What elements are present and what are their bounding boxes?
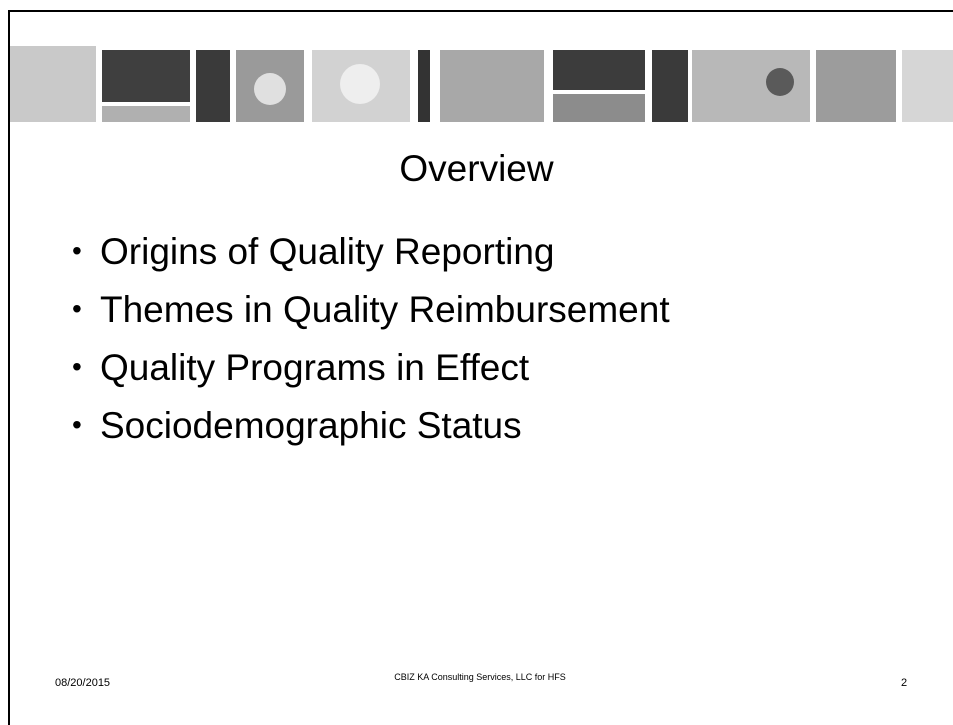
tile bbox=[902, 50, 953, 122]
bullet: Themes in Quality Reimbursement bbox=[60, 280, 670, 338]
bullet: Sociodemographic Status bbox=[60, 396, 670, 454]
bullet: Quality Programs in Effect bbox=[60, 338, 670, 396]
tile bbox=[102, 106, 190, 122]
tile bbox=[10, 46, 96, 122]
tile bbox=[196, 50, 230, 122]
bullet: Origins of Quality Reporting bbox=[60, 222, 670, 280]
photo-face bbox=[254, 73, 286, 105]
tile bbox=[418, 50, 430, 122]
tile bbox=[553, 94, 645, 122]
tile bbox=[102, 50, 190, 102]
tile bbox=[816, 50, 896, 122]
tile bbox=[553, 50, 645, 90]
slide-title: Overview bbox=[399, 148, 554, 189]
footer-date: 08/20/2015 bbox=[55, 677, 111, 689]
page-number: 2 bbox=[901, 677, 908, 689]
photo-face bbox=[766, 68, 794, 96]
tile bbox=[440, 50, 544, 122]
bullet-list: Origins of Quality Reporting Themes in Q… bbox=[60, 222, 670, 454]
slide-frame bbox=[8, 10, 953, 725]
tile bbox=[652, 50, 688, 122]
photo-face bbox=[340, 64, 380, 104]
footer-text: CBIZ KA Consulting Services, LLC for HFS bbox=[394, 672, 566, 682]
photo-banner bbox=[10, 46, 953, 122]
